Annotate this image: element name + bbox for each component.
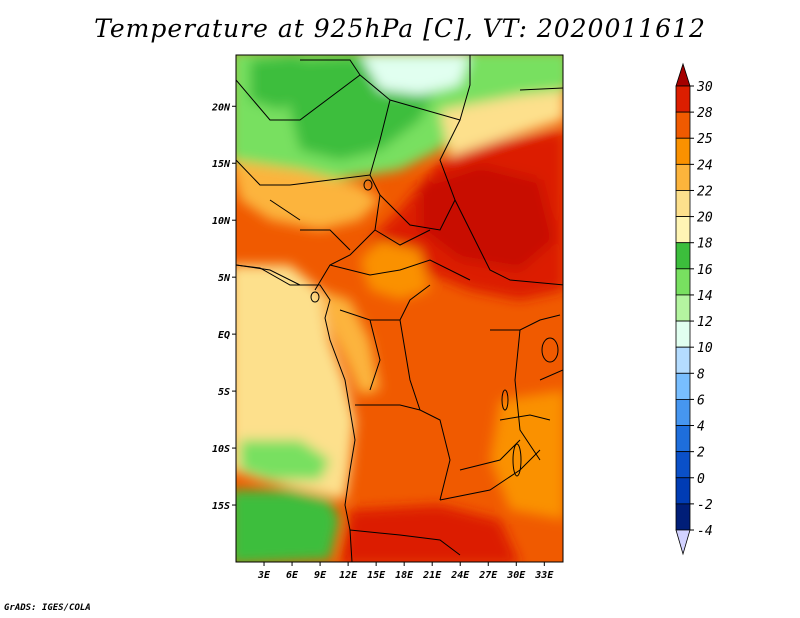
temperature-field <box>236 55 563 562</box>
colorbar-segment <box>675 503 691 531</box>
colorbar-segment <box>675 242 691 270</box>
colorbar-label: 2 <box>697 446 705 461</box>
lon-tick-label: 30E <box>506 570 526 581</box>
map-frame <box>235 54 564 563</box>
colorbar-segment <box>675 216 691 244</box>
colorbar-label: 0 <box>697 472 705 487</box>
lon-tick-label: 18E <box>395 570 414 581</box>
lon-tick-label: 6E <box>286 570 299 581</box>
colorbar-label: 14 <box>697 289 713 304</box>
lat-tick-label: EQ <box>218 330 230 341</box>
colorbar-label: -2 <box>697 498 713 513</box>
grads-credit: GrADS: IGES/COLA <box>4 603 91 613</box>
colorbar-segment <box>675 294 691 322</box>
colorbar-label: 24 <box>697 158 713 173</box>
colorbar-segment <box>675 320 691 348</box>
colorbar-segment <box>675 137 691 165</box>
lat-tick-label: 15N <box>212 159 231 170</box>
colorbar-segment <box>675 346 691 374</box>
colorbar-label: 6 <box>697 393 705 408</box>
colorbar-segment <box>675 477 691 505</box>
lat-tick-label: 5N <box>218 273 231 284</box>
country-borders <box>236 55 563 562</box>
longitude-axis: 3E 6E 9E 12E 15E 18E 21E 24E 27E 30E 33E <box>257 562 554 581</box>
colorbar-label: 18 <box>697 237 713 252</box>
lat-tick-label: 15S <box>212 501 230 512</box>
colorbar-segment <box>675 111 691 139</box>
colorbar-label: 4 <box>697 420 705 435</box>
lon-tick-label: 24E <box>450 570 470 581</box>
lon-tick-label: 9E <box>314 570 327 581</box>
colorbar-label: 20 <box>697 211 713 226</box>
colorbar-label: -4 <box>697 524 713 539</box>
chart-title: Temperature at 925hPa [C], VT: 202001161… <box>94 14 706 43</box>
lon-tick-label: 33E <box>534 570 554 581</box>
colorbar-label: 30 <box>696 80 713 95</box>
colorbar-segment <box>675 268 691 296</box>
colorbar-segment <box>675 190 691 217</box>
colorbar-label: 22 <box>697 184 713 199</box>
colorbar-segment <box>675 163 691 191</box>
colorbar-segment <box>675 85 691 113</box>
colorbar-label: 28 <box>697 106 713 121</box>
lon-tick-label: 27E <box>478 570 498 581</box>
colorbar-label: 10 <box>697 341 713 356</box>
colorbar-segment <box>675 372 691 400</box>
lon-tick-label: 15E <box>367 570 386 581</box>
lat-tick-label: 10N <box>212 216 231 227</box>
lon-tick-label: 21E <box>422 570 442 581</box>
colorbar-label: 25 <box>697 132 713 147</box>
lon-tick-label: 3E <box>257 570 271 581</box>
colorbar-label: 16 <box>697 263 713 278</box>
lat-tick-label: 20N <box>211 102 231 113</box>
colorbar-segment <box>675 451 691 479</box>
colorbar-label: 12 <box>697 315 713 330</box>
colorbar-label: 8 <box>697 367 705 382</box>
lat-tick-label: 10S <box>212 444 230 455</box>
colorbar-segment <box>675 425 691 453</box>
lat-tick-label: 5S <box>218 387 230 398</box>
lon-tick-label: 12E <box>339 570 358 581</box>
colorbar-top-arrow <box>675 62 691 87</box>
colorbar-bottom-arrow <box>675 529 691 556</box>
colorbar-segment <box>675 399 691 426</box>
latitude-axis: 20N 15N 10N 5N EQ 5S 10S 15S <box>211 102 236 512</box>
